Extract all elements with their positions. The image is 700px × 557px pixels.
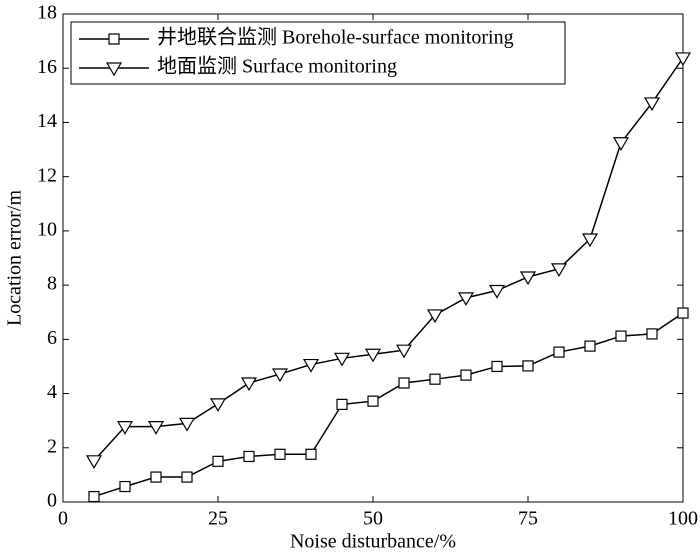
legend-label: 地面监测 Surface monitoring — [157, 55, 397, 78]
legend-marker — [108, 33, 120, 45]
data-point — [88, 490, 100, 503]
series-line — [93, 57, 684, 462]
data-point — [612, 137, 630, 151]
data-point — [336, 398, 348, 410]
y-tick-label: 10 — [37, 218, 57, 240]
data-point — [271, 368, 289, 383]
data-point — [646, 328, 658, 340]
data-point — [522, 360, 534, 372]
data-point — [674, 52, 692, 67]
data-point — [519, 271, 537, 286]
x-tick-label: 75 — [518, 508, 538, 530]
y-tick-label: 8 — [47, 273, 57, 295]
data-point — [181, 471, 193, 483]
data-point — [150, 471, 162, 483]
data-point — [457, 292, 475, 307]
data-point — [584, 340, 596, 352]
data-point — [643, 97, 661, 112]
data-point — [243, 450, 255, 463]
data-point — [488, 284, 506, 299]
data-point — [553, 346, 565, 358]
data-point — [429, 373, 441, 385]
data-point — [367, 395, 379, 407]
legend-box — [70, 21, 566, 85]
data-point — [460, 369, 472, 381]
data-point — [677, 307, 689, 319]
y-tick-label: 18 — [37, 2, 57, 24]
data-point — [119, 480, 131, 493]
x-tick-label: 25 — [208, 508, 228, 530]
data-point — [147, 421, 165, 435]
data-point — [85, 455, 103, 469]
data-point — [333, 352, 351, 367]
x-axis-label: Noise disturbance/% — [290, 531, 456, 553]
x-tick-label: 50 — [363, 508, 383, 530]
data-point — [395, 344, 413, 359]
y-axis-label: Location error/m — [4, 190, 26, 326]
x-tick-label: 0 — [58, 508, 68, 530]
y-tick-label: 14 — [37, 110, 57, 132]
data-point — [364, 348, 382, 363]
data-point — [398, 377, 410, 389]
y-tick-label: 4 — [47, 381, 57, 403]
y-tick-label: 0 — [47, 490, 57, 512]
data-point — [209, 398, 227, 413]
data-point — [305, 448, 317, 460]
data-point — [274, 448, 286, 460]
plot-frame — [62, 13, 684, 503]
data-point — [240, 377, 258, 392]
y-tick-label: 16 — [37, 56, 57, 78]
x-tick-label: 100 — [668, 508, 698, 530]
data-point — [615, 330, 627, 342]
data-point — [302, 358, 320, 373]
data-point — [550, 263, 568, 278]
legend-label: 井地联合监测 Borehole-surface monitoring — [157, 26, 514, 49]
data-point — [491, 360, 503, 373]
data-point — [116, 421, 134, 435]
y-tick-label: 6 — [47, 327, 57, 349]
data-point — [212, 455, 224, 467]
y-tick-label: 12 — [37, 164, 57, 186]
data-point — [581, 233, 599, 248]
legend-marker — [105, 62, 123, 77]
data-point — [426, 309, 444, 324]
data-point — [178, 417, 196, 432]
y-tick-label: 2 — [47, 435, 57, 457]
